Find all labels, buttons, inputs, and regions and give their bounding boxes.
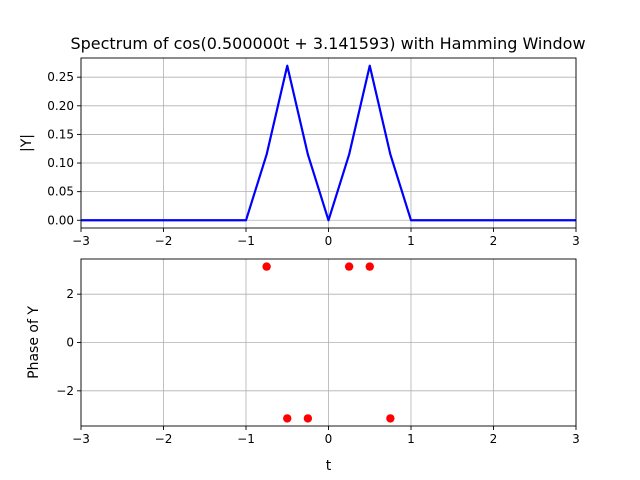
grid	[80, 58, 577, 228]
phase-point	[365, 262, 374, 271]
y-tick-label: 0.10	[47, 156, 74, 170]
x-tick-label: 3	[572, 432, 580, 446]
bottom-axes: −3 −2 −1 0 1 2 3 −2 0 2	[56, 258, 580, 446]
y-tick-label: −2	[56, 384, 74, 398]
x-tick-label: −3	[72, 432, 90, 446]
x-tick-label: 1	[407, 432, 415, 446]
y-tick-label: 0	[66, 336, 74, 350]
x-tick-label: −2	[155, 234, 173, 248]
x-tick-label: −1	[237, 234, 255, 248]
x-tick-label: 3	[572, 234, 580, 248]
phase-point	[262, 262, 271, 271]
phase-point	[344, 262, 354, 271]
y-tick-label: 2	[66, 287, 74, 301]
bottom-y-axis-label: Phase of Y	[26, 306, 42, 379]
x-tick-label: −1	[237, 432, 255, 446]
y-tick-label: 0.05	[47, 185, 74, 199]
x-tick-label: 2	[490, 432, 498, 446]
chart-title: Spectrum of cos(0.500000t + 3.141593) wi…	[70, 34, 585, 53]
x-tick-label: 1	[407, 234, 415, 248]
y-tick-label: 0.25	[47, 70, 74, 84]
x-tick-label: 2	[490, 234, 498, 248]
top-y-axis-label: |Y|	[19, 134, 35, 152]
y-tick-label: 0.20	[47, 99, 74, 113]
x-tick-label: −3	[72, 234, 90, 248]
phase-point	[386, 414, 395, 423]
x-tick-label: 0	[325, 234, 333, 248]
spectrum-line	[81, 64, 576, 222]
y-tick-label: 0.00	[47, 213, 74, 227]
phase-point	[303, 414, 313, 423]
x-tick-label: 0	[325, 432, 333, 446]
phase-point	[283, 414, 292, 423]
y-tick-label: 0.15	[47, 127, 74, 141]
bottom-x-axis-label: t	[326, 458, 332, 474]
grid	[80, 259, 577, 426]
top-axes: −3 −2 −1 0 1 2 3 0.00 0.05 0.10 0.15 0.20 0.25	[47, 57, 580, 248]
x-tick-label: −2	[155, 432, 173, 446]
